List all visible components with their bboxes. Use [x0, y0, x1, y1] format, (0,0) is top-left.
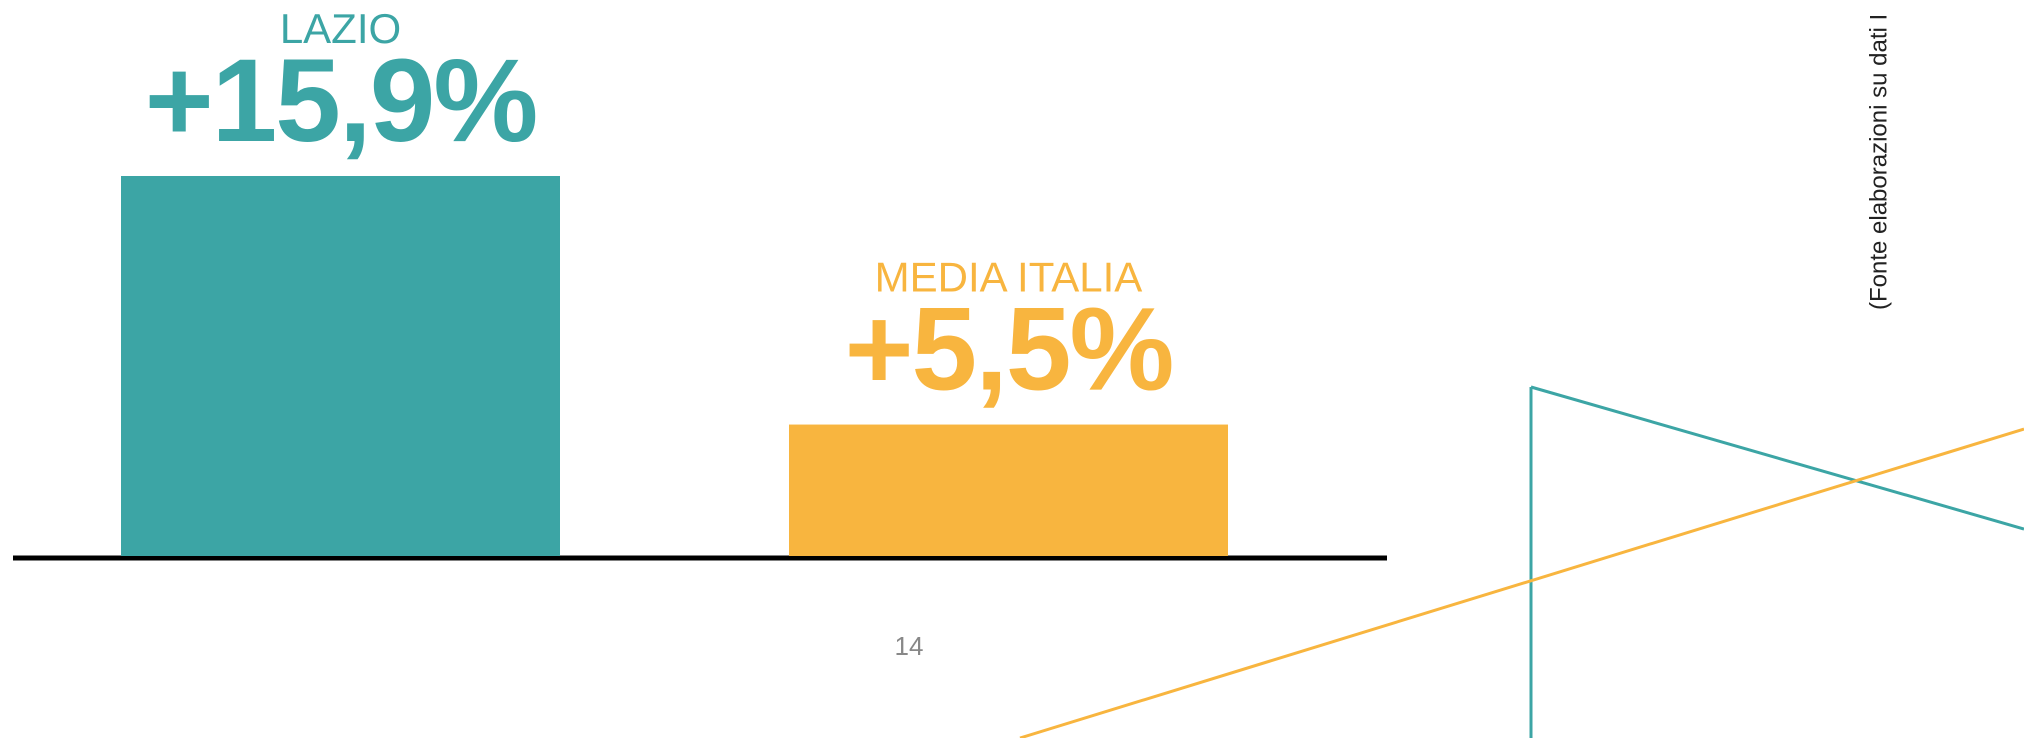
decor-line [1530, 385, 2024, 531]
decor-line [1019, 427, 2024, 738]
category-label: MEDIA ITALIA [875, 254, 1143, 301]
bar [121, 176, 560, 556]
value-label: +5,5% [845, 284, 1173, 416]
value-label: +15,9% [145, 35, 537, 167]
bar [789, 424, 1228, 556]
source-note: (Fonte elaborazioni su dati I [1865, 14, 1892, 310]
category-label: LAZIO [280, 5, 401, 52]
page-number: 14 [895, 631, 924, 661]
